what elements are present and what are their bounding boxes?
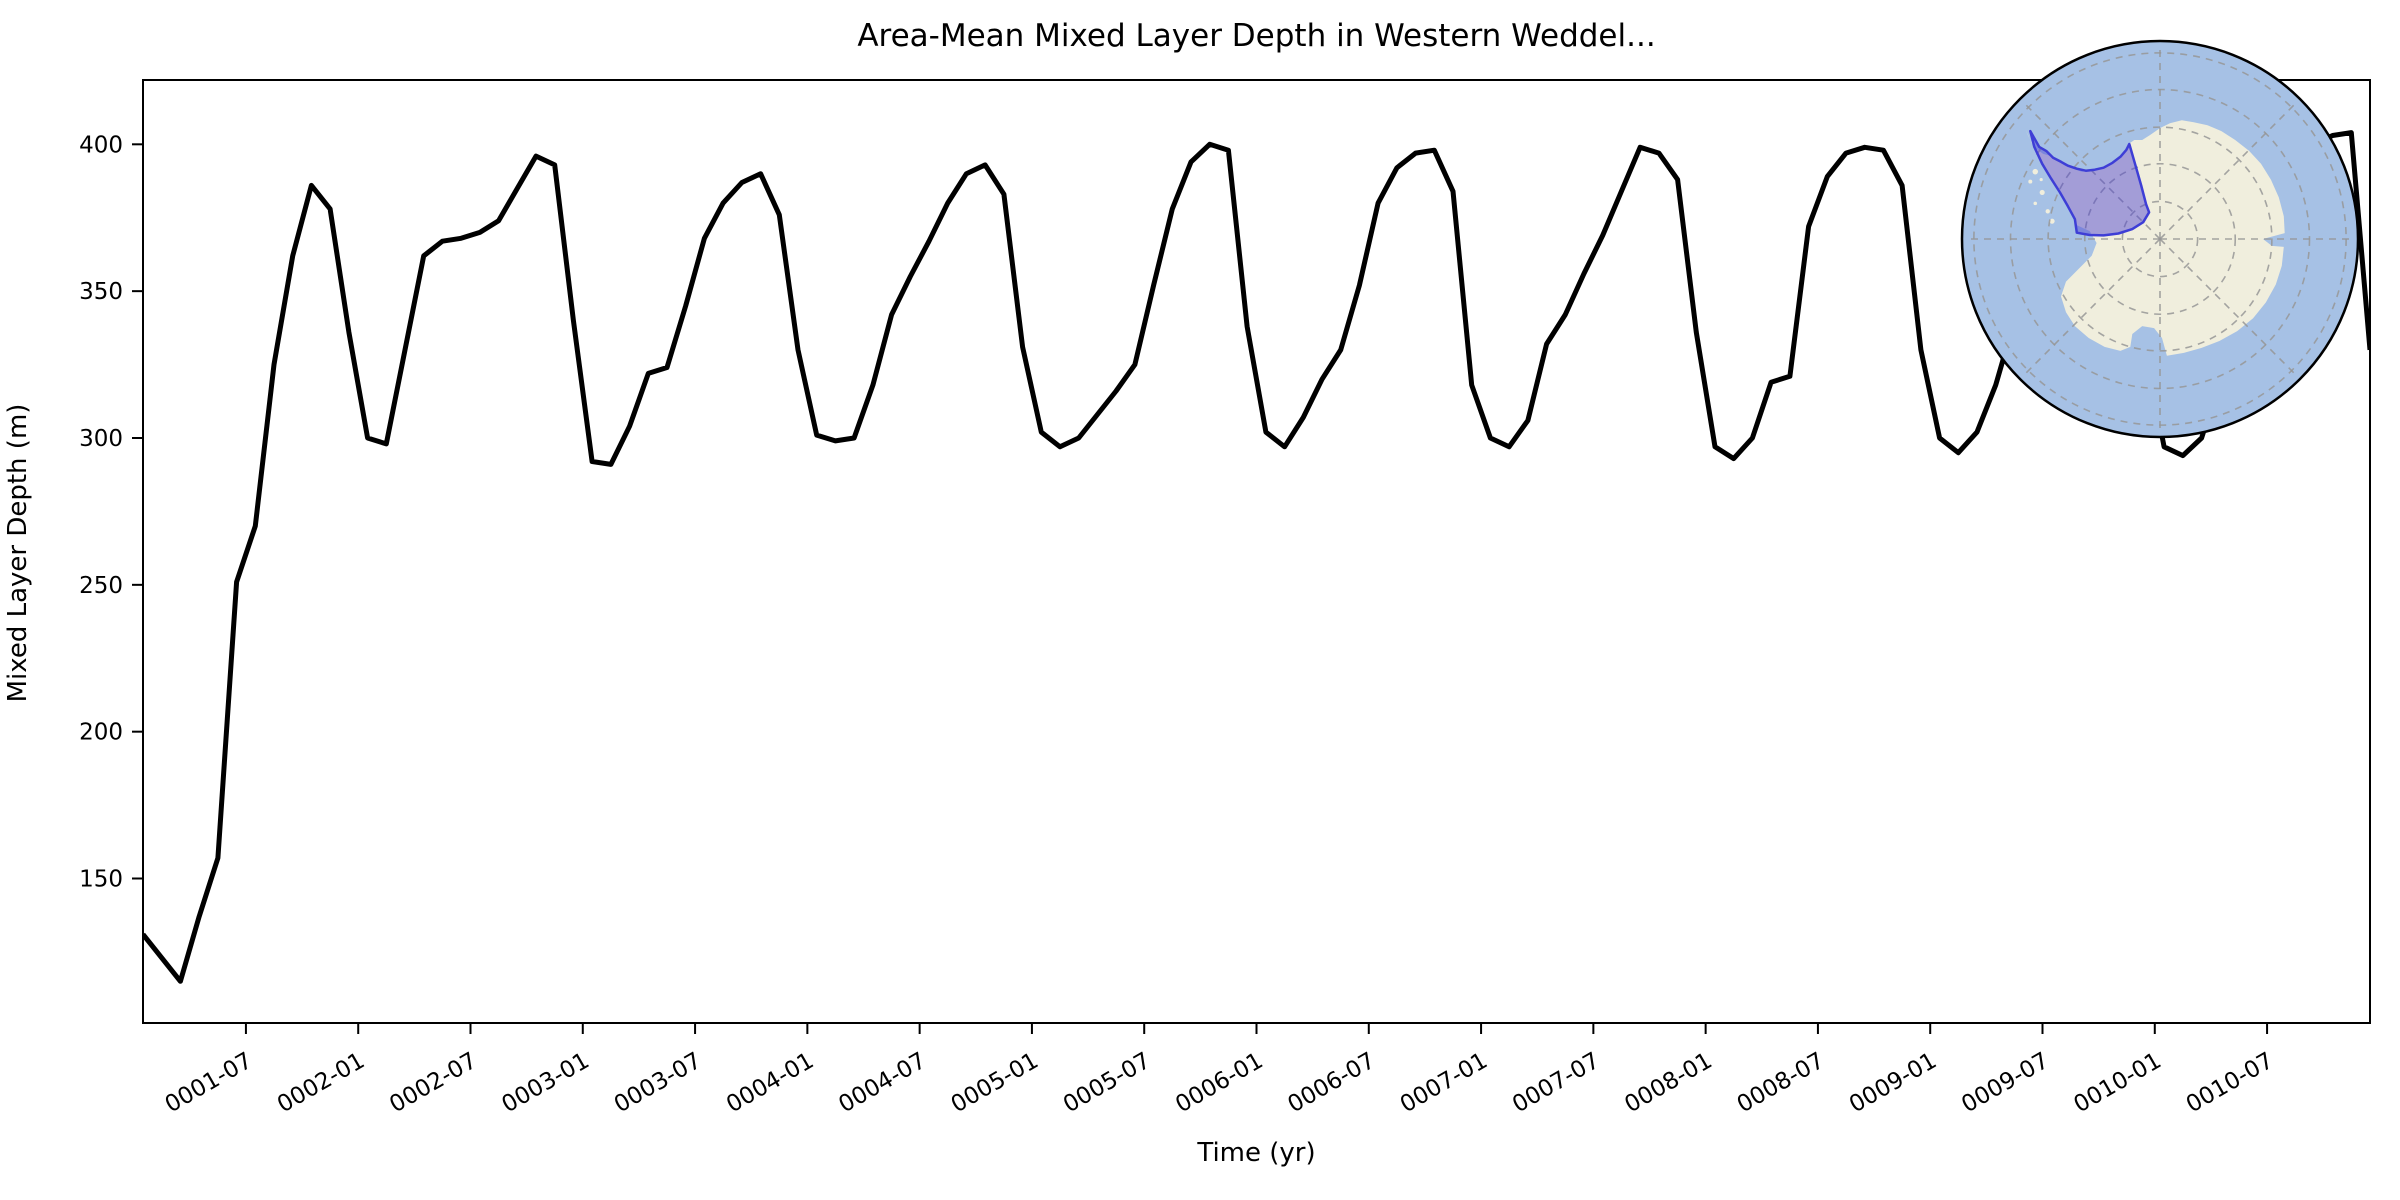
x-tick-label: 0005-07 [1059,1048,1155,1119]
x-tick-label: 0010-07 [2182,1048,2278,1119]
graticule-parallel [2121,200,2199,278]
x-tick-label: 0005-01 [947,1048,1043,1119]
island [2028,179,2033,184]
x-tick-label: 0002-07 [385,1048,481,1119]
y-tick-label: 150 [79,867,123,893]
y-tick-label: 250 [79,573,123,599]
island [2049,218,2055,224]
x-tick-label: 0009-07 [1957,1048,2053,1119]
island [2045,209,2050,214]
highlight-region-western-weddell [2029,129,2151,237]
x-tick-label: 0006-07 [1284,1048,1380,1119]
x-tick-label: 0008-01 [1620,1048,1716,1119]
x-tick-label: 0009-01 [1845,1048,1941,1119]
x-tick-label: 0001-07 [161,1048,257,1119]
x-tick-label: 0003-01 [498,1048,594,1119]
x-tick-label: 0003-07 [610,1048,706,1119]
island [2032,168,2039,175]
antarctica-inset-map [1960,39,2360,439]
x-tick-label: 0010-01 [2070,1048,2166,1119]
island [2039,178,2043,182]
x-tick-label: 0008-07 [1733,1048,1829,1119]
x-tick-label: 0007-01 [1396,1048,1492,1119]
x-tick-label: 0004-07 [834,1048,930,1119]
y-axis-label: Mixed Layer Depth (m) [3,403,33,703]
map-layers [1967,46,2353,432]
map-outline [1960,39,2360,439]
graticule-meridian [2159,102,2297,240]
y-tick-label: 200 [79,720,123,746]
island [2033,201,2038,206]
x-tick-label: 0007-07 [1508,1048,1604,1119]
data-line-mld [143,130,2370,984]
island [2039,189,2045,196]
graticule-meridian [2023,238,2161,376]
x-axis-label: Time (yr) [1197,1138,1316,1168]
x-tick-label: 0006-01 [1171,1048,1267,1119]
y-tick-label: 350 [79,279,123,305]
x-tick-label: 0004-01 [722,1048,818,1119]
y-tick-label: 400 [79,132,123,158]
graticule-parallel [2083,162,2237,316]
graticule-parallel [2047,126,2273,352]
x-tick-label: 0002-01 [273,1048,369,1119]
chart-title: Area-Mean Mixed Layer Depth in Western W… [857,18,1656,54]
y-tick-label: 300 [79,426,123,452]
graticule-meridian [2159,238,2297,376]
